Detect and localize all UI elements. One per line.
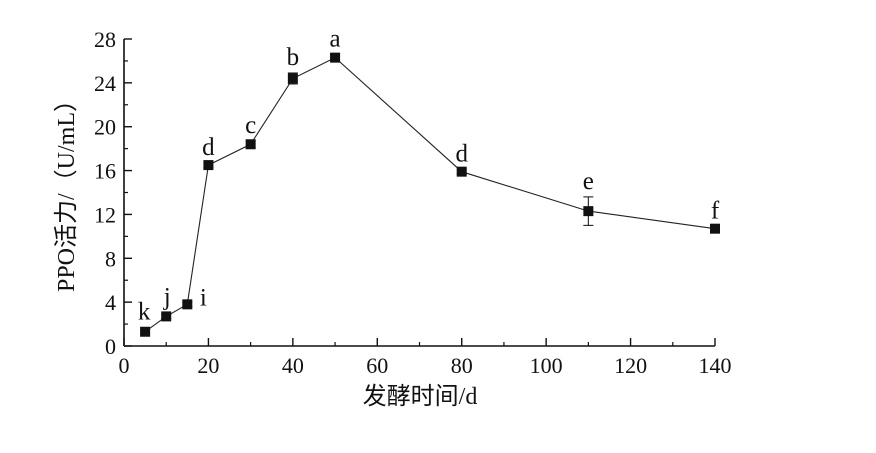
data-point-marker [456,166,467,177]
significance-label: k [138,299,151,326]
data-point-marker [583,206,594,217]
data-point-marker [245,139,256,150]
x-tick-label: 0 [119,353,130,378]
significance-label: a [330,25,341,52]
y-tick-label: 20 [94,115,116,140]
axes: 0 20 40 60 80 100 120 140 0 4 8 12 16 20 24 28 [94,27,732,378]
x-tick-label: 40 [282,353,304,378]
x-axis-title: 发酵时间/d [363,383,478,410]
significance-label: f [711,197,720,224]
significance-label: j [163,283,171,310]
y-tick-label: 4 [105,290,116,315]
data-point-marker [140,326,151,337]
significance-label: d [202,134,215,161]
significance-label: b [287,44,300,71]
x-tick-label: 80 [451,353,473,378]
y-axis-title: PPO活力/（U/mL） [53,88,80,292]
significance-label: d [455,140,468,167]
y-tick-label: 12 [94,202,116,227]
data-point-marker [182,299,193,310]
y-tick-label: 0 [105,334,116,359]
x-tick-label: 20 [197,353,219,378]
x-tick-label: 120 [614,353,647,378]
data-point-marker [330,52,341,63]
data-point-marker [203,160,214,171]
significance-label: e [583,168,594,195]
series-layer [140,52,720,337]
x-tick-label: 60 [366,353,388,378]
significance-label: c [245,112,256,139]
y-tick-label: 24 [94,71,116,96]
data-point-marker [710,223,720,234]
x-tick-label: 100 [530,353,563,378]
y-tick-label: 28 [94,27,116,52]
y-tick-label: 8 [105,246,116,271]
y-tick-label: 16 [94,159,116,184]
series-line [144,56,716,333]
x-tick-label: 140 [699,353,732,378]
labels-layer: kj i d c b a d e f [138,25,720,325]
significance-label: i [200,284,207,311]
data-point-marker [287,73,298,84]
data-point-marker [161,311,172,322]
